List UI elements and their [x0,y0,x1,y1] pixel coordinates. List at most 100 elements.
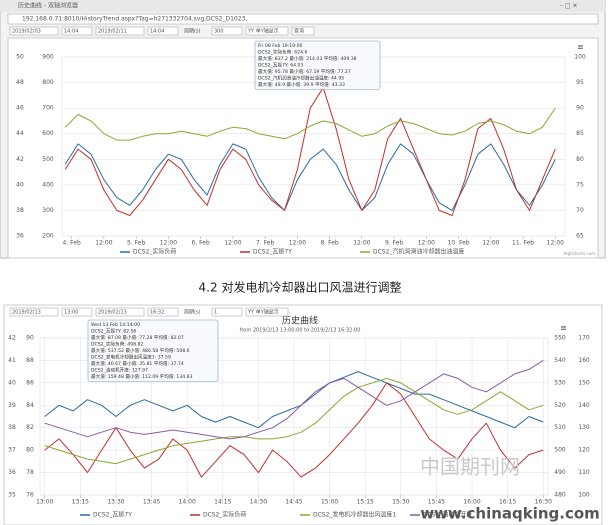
y-tick-label: 150 [578,379,590,386]
legend-label[interactable]: DCS2_实际负荷 [203,511,246,519]
x-tick-label: 16:00 [463,499,480,506]
series-line [44,371,544,429]
title-bar [0,0,605,12]
legend-label[interactable]: DCS2_汽机润滑油冷却器出油温度 [373,248,464,256]
toolbar-text: 13:00 [64,310,78,316]
toolbar-text: 周期(s) [184,29,201,35]
toolbar-field[interactable] [9,307,59,317]
y-tick-label: 500 [554,447,566,454]
watermark-cn: 中国期刊网 [420,455,520,479]
toolbar-text: 2019/02/03 [12,29,41,35]
address-bar[interactable] [7,13,599,25]
legend-label[interactable]: DCS2_瓦振7Y [93,511,132,519]
x-tick-label: 12:00 [547,240,564,247]
y-tick-label: 500 [42,156,54,163]
toolbar-field[interactable] [245,26,289,36]
y-tick-label: 78 [26,469,34,476]
toolbar-field[interactable] [211,307,243,317]
y-tick-label: 42 [8,335,16,342]
y-tick-label: 40 [8,379,16,386]
x-tick-label: 14:45 [285,499,302,506]
toolbar-field[interactable] [95,307,145,317]
y-tick-label: 50 [16,54,24,61]
y-tick-label: 120 [578,447,590,454]
series-line [44,359,544,440]
x-tick-label: 12:00 [95,240,112,247]
x-tick-label: 11. Feb [512,240,534,247]
y-tick-label: 38 [16,207,24,214]
x-tick-label: 5. Feb [127,240,145,247]
window-buttons[interactable]: – □ ✕ [560,3,578,10]
legend-label[interactable]: DCS2_油动机开度 [423,511,472,519]
x-tick-label: 14:00 [179,499,196,506]
y-tick-label: 95 [576,79,584,86]
x-tick-label: 6. Feb [192,240,210,247]
toolbar-field[interactable] [9,26,59,36]
toolbar-text: 300 [214,29,224,35]
x-tick-label: 15:00 [321,499,338,506]
y-tick-label: 160 [578,357,590,364]
y-tick-label: 36 [8,469,16,476]
legend-label[interactable]: DCS2_瓦振7Y [253,248,292,256]
toolbar-field[interactable] [291,26,315,36]
y-tick-label: 900 [42,54,54,61]
window-title: 历史曲线 - 双轴浏览器 [18,2,78,10]
toolbar-field[interactable] [211,26,243,36]
y-tick-label: 80 [576,156,584,163]
y-tick-label: 70 [576,207,584,214]
toolbar-text: YY 单Y轴显示 [247,309,279,316]
tooltip-box [87,319,219,382]
legend-label[interactable]: DCS2_发电机冷却器出风温度1 [313,511,396,519]
tooltip-line: Fri 08 Feb 19:19:00 [258,43,303,49]
toolbar-text: 1 [214,310,217,316]
y-tick-label: 90 [26,335,34,342]
legend-label[interactable]: DCS2_实际负荷 [133,248,176,256]
toolbar-field[interactable] [147,26,179,36]
y-tick-label: 48 [16,79,24,86]
y-tick-label: 36 [16,233,24,240]
x-tick-label: 14:30 [250,499,267,506]
toolbar-field[interactable] [61,307,93,317]
toolbar-text: 14:04 [64,29,78,35]
menu-icon[interactable]: ≡ [560,324,567,333]
toolbar-field[interactable] [147,307,179,317]
y-tick-label: 76 [26,492,34,499]
y-tick-label: 800 [42,79,54,86]
y-tick-label: 88 [26,357,34,364]
toolbar-text: YY 单Y轴显示 [247,28,279,35]
toolbar-text: 查询 [294,28,304,35]
tooltip-line: 最大值: 87.09 最小值: 77.28 平均值: 82.07 [91,334,184,341]
y-tick-label: 38 [8,424,16,431]
x-tick-label: 12:00 [224,240,241,247]
y-tick-label: 37 [8,447,16,454]
y-tick-label: 140 [578,402,590,409]
y-tick-label: 490 [554,469,566,476]
menu-icon[interactable]: ≡ [577,43,584,52]
tooltip-line: DCS2_汽机润滑油冷却器出油温度: 44.95 [258,75,344,82]
y-tick-label: 130 [578,424,590,431]
y-tick-label: 550 [554,335,566,342]
x-tick-label: 16:30 [535,499,552,506]
x-tick-label: 12:00 [482,240,499,247]
tooltip-line: 最大值: 95.78 最小值: 67.19 平均值: 77.27 [258,68,351,75]
y-tick-label: 600 [42,130,54,137]
caption: 4.2 对发电机冷却器出口风温进行调整 [199,280,402,295]
x-tick-label: 10. Feb [448,240,470,247]
x-tick-label: 12:00 [289,240,306,247]
y-tick-label: 700 [42,105,54,112]
series-line [44,382,544,478]
y-tick-label: 40 [16,181,24,188]
y-tick-label: 46 [16,105,24,112]
toolbar-field[interactable] [245,307,289,317]
tooltip-line: DCS2_油动机开度: 127.97 [91,367,148,374]
toolbar-field[interactable] [95,26,145,36]
tooltip-line: Wed 13 Feb 14:14:00 [91,322,140,328]
credits: Highcharts.com [564,251,596,256]
toolbar-field[interactable] [61,26,93,36]
y-tick-label: 530 [554,379,566,386]
y-tick-label: 400 [42,181,54,188]
toolbar-text: 14:04 [150,29,164,35]
toolbar-text: 周期(s) [184,310,201,316]
y-tick-label: 35 [8,492,16,499]
